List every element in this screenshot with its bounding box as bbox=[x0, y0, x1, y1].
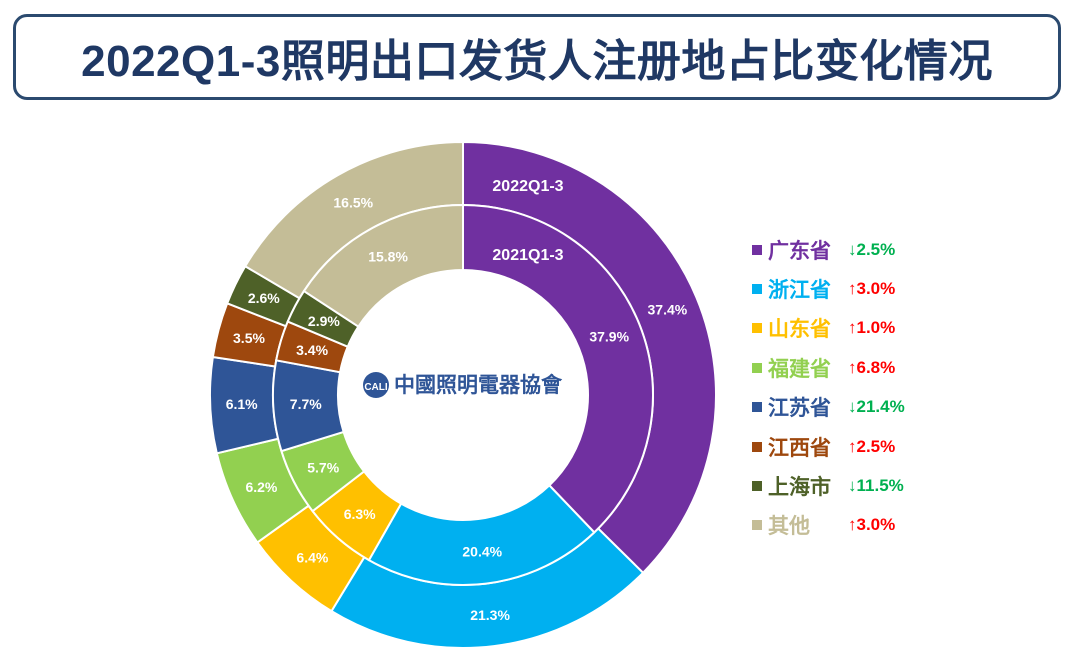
legend-label: 山东省 bbox=[768, 318, 831, 342]
inner-ring: 37.9% 20.4% 6.3% 5.7% 7.7% 3.4% 2.9% 15.8% bbox=[272, 203, 654, 586]
data-label-outer-3: 6.2% bbox=[245, 479, 277, 495]
legend-item: 福建省 ↑6.8% bbox=[752, 348, 905, 387]
data-label-outer-4: 6.1% bbox=[226, 396, 258, 412]
legend-label: 广东省 bbox=[768, 239, 831, 263]
legend: 广东省 ↓2.5% 浙江省 ↑3.0% 山东省 ↑1.0% 福建省 ↑6.8% 江苏省 ↓21.4… bbox=[752, 230, 905, 545]
series-label-2022: 2022Q1-3 bbox=[492, 178, 563, 195]
cali-logo-icon bbox=[363, 372, 389, 398]
series-label-2021: 2021Q1-3 bbox=[492, 247, 563, 264]
legend-label: 江苏省 bbox=[768, 397, 831, 421]
legend-item: 江西省 ↑2.5% bbox=[752, 427, 905, 466]
data-label-inner-0: 37.9% bbox=[589, 328, 629, 344]
legend-swatch bbox=[752, 402, 762, 413]
legend-label: 福建省 bbox=[768, 357, 831, 381]
legend-change-up: ↑1.0% bbox=[848, 318, 896, 338]
data-label-inner-6: 2.9% bbox=[308, 313, 340, 329]
data-label-outer-7: 16.5% bbox=[333, 195, 373, 211]
legend-swatch bbox=[752, 481, 762, 492]
data-label-inner-4: 7.7% bbox=[290, 396, 322, 412]
data-label-outer-2: 6.4% bbox=[296, 549, 328, 565]
title-box: 2022Q1-3照明出口发货人注册地占比变化情况 bbox=[13, 14, 1061, 100]
legend-label: 浙江省 bbox=[768, 279, 831, 303]
legend-item: 山东省 ↑1.0% bbox=[752, 309, 905, 348]
data-label-outer-5: 3.5% bbox=[233, 330, 265, 346]
legend-item: 江苏省 ↓21.4% bbox=[752, 388, 905, 427]
legend-change-up: ↑6.8% bbox=[848, 357, 896, 377]
data-label-inner-7: 15.8% bbox=[368, 248, 408, 264]
legend-change-up: ↑3.0% bbox=[848, 515, 896, 535]
page-title: 2022Q1-3照明出口发货人注册地占比变化情况 bbox=[81, 37, 993, 86]
legend-item: 浙江省 ↑3.0% bbox=[752, 269, 905, 308]
legend-change-down: ↓2.5% bbox=[848, 239, 896, 259]
association-name: 中國照明電器協會 bbox=[394, 372, 563, 397]
ring-labels: 2022Q1-3 2021Q1-3 bbox=[492, 178, 563, 264]
legend-item: 其他 ↑3.0% bbox=[752, 506, 905, 545]
legend-swatch bbox=[752, 323, 762, 334]
legend-change-up: ↑2.5% bbox=[848, 436, 896, 456]
data-label-outer-1: 21.3% bbox=[470, 607, 510, 623]
legend-swatch bbox=[752, 362, 762, 373]
legend-change-up: ↑3.0% bbox=[848, 279, 896, 299]
data-label-outer-0: 37.4% bbox=[648, 302, 688, 318]
logo-text: CALI bbox=[364, 382, 388, 393]
outer-ring: 37.4% 21.3% 6.4% 6.2% 6.1% 3.5% 2.6% 16.5% bbox=[209, 140, 717, 649]
data-label-inner-3: 5.7% bbox=[307, 460, 339, 476]
legend-swatch bbox=[752, 441, 762, 452]
data-label-inner-5: 3.4% bbox=[296, 342, 328, 358]
watermark: CALI 中國照明電器協會 bbox=[363, 372, 563, 398]
legend-change-down: ↓11.5% bbox=[848, 476, 904, 496]
legend-swatch bbox=[752, 284, 762, 295]
slice-inner-0 bbox=[462, 203, 654, 534]
legend-change-down: ↓21.4% bbox=[848, 397, 905, 417]
data-label-inner-2: 6.3% bbox=[344, 506, 376, 522]
legend-label: 其他 bbox=[768, 515, 810, 539]
legend-swatch bbox=[752, 520, 762, 531]
legend-swatch bbox=[752, 244, 762, 255]
legend-label: 江西省 bbox=[768, 436, 831, 460]
data-label-outer-6: 2.6% bbox=[248, 290, 280, 306]
legend-item: 上海市 ↓11.5% bbox=[752, 466, 905, 505]
slice-inner-7 bbox=[302, 203, 464, 328]
legend-item: 广东省 ↓2.5% bbox=[752, 230, 905, 269]
data-label-inner-1: 20.4% bbox=[462, 543, 502, 559]
legend-label: 上海市 bbox=[768, 476, 831, 500]
